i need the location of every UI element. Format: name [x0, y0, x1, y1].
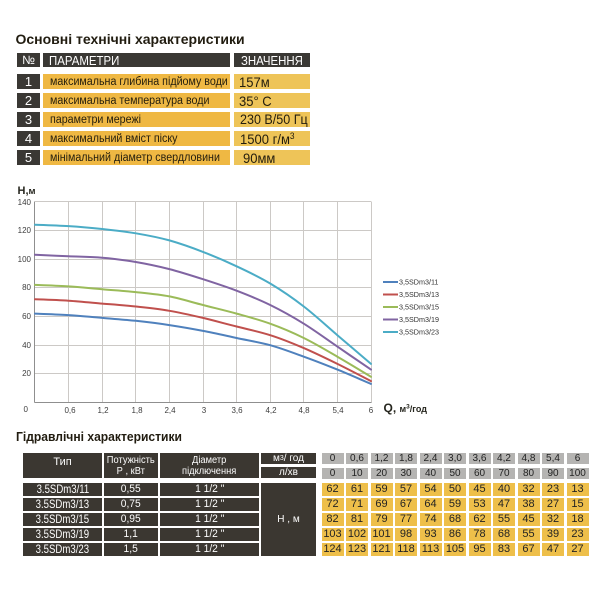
svg-text:5,4: 5,4: [332, 406, 344, 415]
svg-text:3: 3: [202, 406, 207, 415]
svg-text:1,2: 1,2: [97, 406, 109, 415]
svg-text:1,8: 1,8: [131, 406, 143, 415]
svg-text:3,5SDm3/15: 3,5SDm3/15: [399, 303, 439, 312]
svg-text:3,5SDm3/13: 3,5SDm3/13: [399, 290, 439, 299]
svg-text:H,м: H,м: [18, 185, 36, 197]
svg-text:2,4: 2,4: [164, 406, 176, 415]
svg-text:4,8: 4,8: [298, 406, 310, 415]
svg-text:120: 120: [18, 226, 32, 235]
svg-text:6: 6: [369, 406, 374, 415]
svg-text:4,2: 4,2: [265, 406, 277, 415]
svg-text:м3/год: м3/год: [400, 404, 428, 415]
svg-text:3,5SDm3/11: 3,5SDm3/11: [399, 278, 438, 287]
svg-text:80: 80: [22, 283, 31, 292]
svg-text:60: 60: [22, 312, 31, 321]
svg-text:3,5SDm3/23: 3,5SDm3/23: [399, 328, 439, 337]
svg-text:3,5SDm3/19: 3,5SDm3/19: [399, 315, 439, 324]
svg-text:100: 100: [18, 255, 32, 264]
svg-text:20: 20: [22, 369, 31, 378]
svg-text:40: 40: [22, 341, 31, 350]
svg-text:0,6: 0,6: [64, 406, 76, 415]
svg-text:3,6: 3,6: [231, 406, 243, 415]
svg-text:0: 0: [24, 405, 29, 414]
svg-text:Q,: Q,: [384, 401, 397, 415]
svg-text:140: 140: [18, 198, 32, 207]
